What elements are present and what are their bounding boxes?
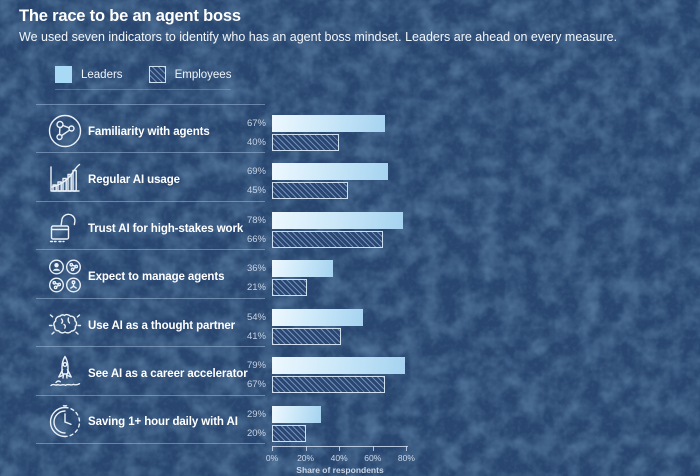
leaders-value-label: 79% bbox=[246, 360, 266, 372]
row-divider bbox=[36, 297, 265, 299]
leaders-bar bbox=[272, 211, 403, 229]
leaders-swatch bbox=[55, 66, 72, 83]
employees-bar bbox=[272, 182, 348, 200]
leaders-value-label: 54% bbox=[246, 311, 266, 323]
subtitle: We used seven indicators to identify who… bbox=[19, 30, 618, 44]
category-label: Expect to manage agents bbox=[88, 271, 225, 284]
employees-bar bbox=[272, 134, 340, 151]
axis-tick bbox=[339, 446, 341, 451]
employees-value-label: 67% bbox=[246, 379, 266, 391]
employees-value-label: 40% bbox=[246, 137, 266, 148]
open-lock-icon bbox=[44, 207, 86, 249]
row-divider bbox=[36, 346, 265, 348]
employees-value-label: 41% bbox=[246, 330, 266, 342]
employees-swatch bbox=[148, 66, 166, 83]
leaders-value-label: 36% bbox=[246, 263, 266, 275]
page-title: The race to be an agent boss bbox=[19, 7, 241, 25]
bar-chart: 0% 20% 40% 60% 80% Share of respondents Fami… bbox=[0, 104, 700, 476]
chart-bottom-divider bbox=[36, 443, 265, 444]
axis-tick-label: 80% bbox=[397, 453, 415, 463]
category-label: Familiarity with agents bbox=[88, 125, 210, 138]
legend-item-employees: Employees bbox=[148, 66, 232, 83]
legend: Leaders Employees bbox=[55, 66, 232, 90]
row-divider bbox=[36, 200, 265, 202]
agents-team-icon bbox=[44, 255, 86, 297]
chart-row: Regular AI usage 69% 45% bbox=[0, 152, 700, 200]
leaders-value-label: 67% bbox=[246, 118, 266, 129]
leaders-bar bbox=[272, 260, 333, 278]
employees-bar bbox=[272, 424, 306, 442]
leaders-bar bbox=[272, 115, 385, 132]
axis-tick bbox=[406, 446, 408, 451]
axis-tick bbox=[272, 446, 273, 451]
employees-bar bbox=[272, 327, 341, 345]
chart-row: Use AI as a thought partner 54% 41% bbox=[0, 297, 700, 346]
axis-tick-label: 60% bbox=[364, 453, 382, 463]
employees-value-label: 45% bbox=[246, 185, 266, 197]
leaders-bar bbox=[272, 405, 321, 423]
category-label: Saving 1+ hour daily with AI bbox=[88, 416, 238, 429]
chart-row: See AI as a career accelerator 79% 67% bbox=[0, 346, 700, 394]
network-nodes-icon bbox=[44, 110, 86, 152]
brain-icon bbox=[44, 304, 86, 346]
legend-label: Leaders bbox=[81, 68, 123, 81]
growth-chart-icon bbox=[44, 158, 86, 200]
row-divider bbox=[36, 152, 265, 154]
employees-bar bbox=[272, 376, 385, 394]
chart-row: Saving 1+ hour daily with AI 29% 20% bbox=[0, 394, 700, 443]
category-label: Trust AI for high-stakes work bbox=[88, 222, 244, 235]
legend-label: Employees bbox=[174, 68, 232, 81]
leaders-bar bbox=[272, 357, 405, 375]
x-axis-title: Share of respondents bbox=[296, 465, 384, 475]
leaders-value-label: 69% bbox=[246, 166, 266, 178]
employees-value-label: 20% bbox=[246, 427, 266, 439]
leaders-bar bbox=[272, 163, 388, 181]
leaders-bar bbox=[272, 308, 363, 326]
row-divider bbox=[36, 104, 265, 105]
axis-tick bbox=[372, 446, 374, 451]
category-label: Use AI as a thought partner bbox=[88, 319, 236, 332]
chart-row: Expect to manage agents 36% 21% bbox=[0, 249, 700, 297]
category-label: Regular AI usage bbox=[88, 174, 180, 187]
axis-tick bbox=[305, 446, 307, 451]
axis-tick-label: 0% bbox=[265, 453, 279, 463]
rocket-icon bbox=[44, 352, 86, 394]
employees-value-label: 66% bbox=[246, 233, 266, 245]
legend-item-leaders: Leaders bbox=[55, 66, 123, 83]
chart-row: Trust AI for high-stakes work 78% 66% bbox=[0, 200, 700, 249]
leaders-value-label: 29% bbox=[246, 408, 266, 420]
chart-row: Familiarity with agents 67% 40% bbox=[0, 104, 700, 152]
employees-value-label: 21% bbox=[246, 282, 266, 294]
leaders-value-label: 78% bbox=[246, 214, 266, 226]
axis-tick-label: 40% bbox=[330, 453, 348, 463]
row-divider bbox=[36, 394, 265, 396]
employees-bar bbox=[272, 230, 383, 248]
employees-bar bbox=[272, 279, 308, 297]
axis-tick-label: 20% bbox=[297, 453, 315, 463]
clock-icon bbox=[44, 401, 86, 443]
category-label: See AI as a career accelerator bbox=[88, 367, 248, 380]
row-divider bbox=[36, 249, 265, 251]
